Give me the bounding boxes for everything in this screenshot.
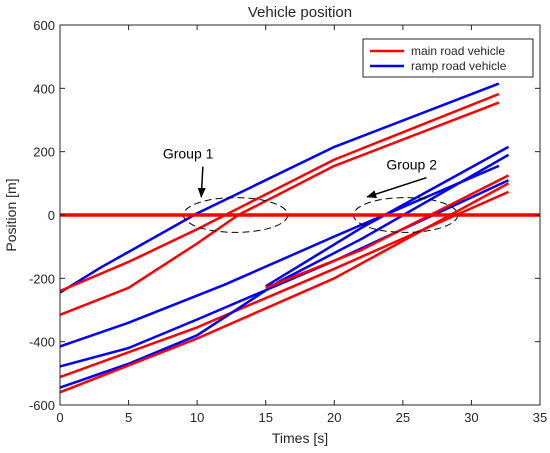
series-line-4 [59,101,500,316]
y-tick-label: 600 [33,18,55,33]
y-tick-label: 400 [33,81,55,96]
chart-title: Vehicle position [248,4,352,21]
tick-layer: 0 5 10 15 20 25 30 35 -600 -400 -200 0 200 400 600 [29,18,547,425]
y-axis-label: Position [m] [3,178,19,251]
group-2-label: Group 2 [386,157,437,173]
x-tick-label: 10 [190,410,204,425]
x-tick-label: 20 [327,410,341,425]
x-tick-label: 30 [464,410,478,425]
legend-label-main-road: main road vehicle [411,44,505,58]
y-tick-label: 0 [48,208,55,223]
legend-label-ramp-road: ramp road vehicle [411,59,507,73]
y-tick-label: -600 [29,398,55,413]
series-layer [59,82,510,394]
x-tick-label: 15 [258,410,272,425]
group-1-ellipse [182,197,289,233]
series-line-7 [59,153,510,389]
legend-box [362,38,534,78]
x-tick-label: 5 [125,410,132,425]
legend: main road vehicle ramp road vehicle [362,38,534,78]
y-tick-label: -200 [29,271,55,286]
y-tick-label: -400 [29,335,55,350]
group-1-arrow [197,166,206,198]
x-tick-label: 0 [56,410,63,425]
x-tick-label: 25 [396,410,410,425]
x-axis-label: Times [s] [272,430,328,446]
group-1-label: Group 1 [163,146,214,162]
series-line-8 [59,182,510,394]
x-tick-label: 35 [533,410,547,425]
group-2-arrow [366,177,427,198]
group-2-ellipse [352,197,459,233]
series-line-2 [59,92,500,293]
series-line-10 [265,174,510,289]
series-line-9 [265,145,510,288]
annotation-layer: Group 1 Group 2 [163,146,459,233]
y-tick-label: 200 [33,145,55,160]
